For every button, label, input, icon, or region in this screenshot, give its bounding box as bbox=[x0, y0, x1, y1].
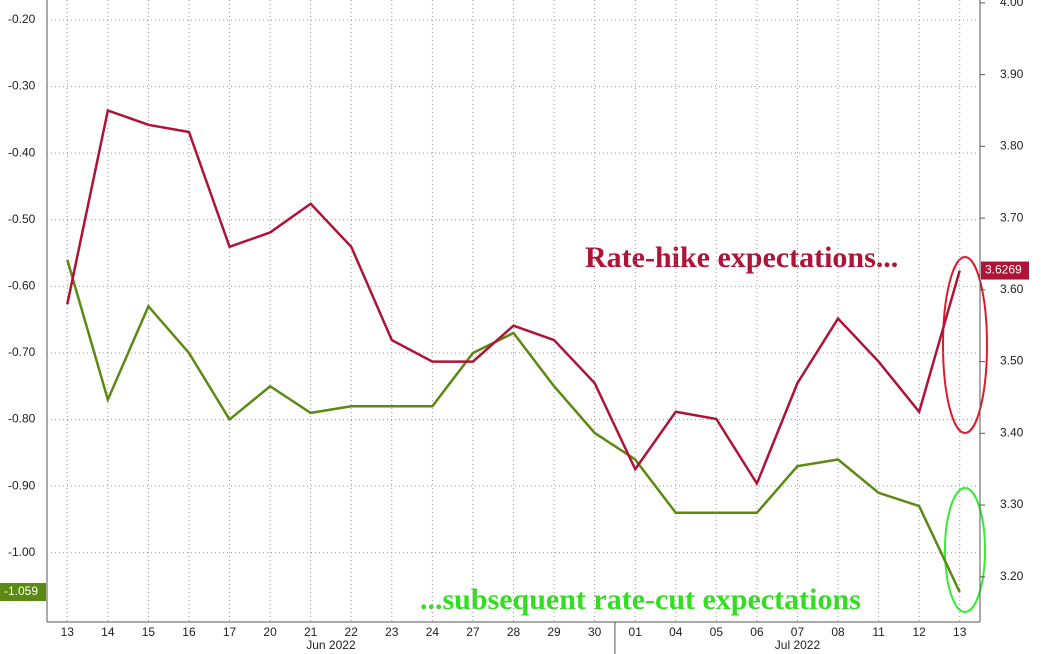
x-tick-label: 29 bbox=[547, 625, 561, 639]
value-label-box bbox=[0, 583, 46, 602]
y2-tick-label: 4.00 bbox=[1000, 0, 1024, 9]
y-tick-label: -0.50 bbox=[8, 212, 36, 226]
x-tick-label: 12 bbox=[912, 625, 926, 639]
y-tick-label: -0.20 bbox=[8, 12, 36, 26]
x-tick-label: 27 bbox=[466, 625, 480, 639]
x-tick-label: 07 bbox=[791, 625, 805, 639]
y-tick-label: -0.80 bbox=[8, 412, 36, 426]
x-tick-label: 16 bbox=[182, 625, 196, 639]
y-tick-label: -0.70 bbox=[8, 345, 36, 359]
month-label: Jul 2022 bbox=[775, 638, 821, 652]
x-tick-label: 05 bbox=[710, 625, 724, 639]
x-tick-label: 14 bbox=[101, 625, 115, 639]
y-tick-label: -0.90 bbox=[8, 478, 36, 492]
value-label: 3.6269 bbox=[985, 263, 1022, 277]
x-tick-label: 06 bbox=[750, 625, 764, 639]
x-tick-label: 20 bbox=[263, 625, 277, 639]
x-tick-label: 13 bbox=[61, 625, 75, 639]
y2-tick-label: 3.50 bbox=[1000, 354, 1024, 368]
y2-tick-label: 3.90 bbox=[1000, 67, 1024, 81]
x-tick-label: 01 bbox=[629, 625, 643, 639]
y2-tick-label: 3.80 bbox=[1000, 139, 1024, 153]
month-label: Jun 2022 bbox=[306, 638, 356, 652]
y2-tick-label: 3.20 bbox=[1000, 569, 1024, 583]
y2-tick-label: 3.30 bbox=[1000, 497, 1024, 511]
x-tick-label: 22 bbox=[345, 625, 359, 639]
x-tick-label: 08 bbox=[831, 625, 845, 639]
x-tick-label: 15 bbox=[142, 625, 156, 639]
x-tick-label: 28 bbox=[507, 625, 521, 639]
y-tick-label: -0.60 bbox=[8, 279, 36, 293]
series-line bbox=[66, 108, 961, 487]
annotation: ...subsequent rate-cut expectations bbox=[420, 583, 861, 616]
x-tick-label: 11 bbox=[872, 625, 885, 639]
value-label-box bbox=[981, 261, 1029, 280]
x-tick-label: 17 bbox=[223, 625, 237, 639]
y2-tick-label: 3.70 bbox=[1000, 210, 1024, 224]
x-tick-label: 30 bbox=[588, 625, 602, 639]
annotation: Rate-hike expectations... bbox=[585, 241, 898, 274]
highlight-ellipse bbox=[944, 487, 986, 613]
highlight-ellipse bbox=[942, 256, 988, 434]
y-tick-label: -0.40 bbox=[8, 145, 36, 159]
x-tick-label: 04 bbox=[669, 625, 683, 639]
x-tick-label: 21 bbox=[304, 625, 318, 639]
value-label: -1.059 bbox=[4, 584, 38, 598]
y-tick-label: -1.00 bbox=[8, 545, 36, 559]
x-tick-label: 23 bbox=[385, 625, 399, 639]
y2-tick-label: 3.40 bbox=[1000, 425, 1024, 439]
y-tick-label: -0.30 bbox=[8, 79, 36, 93]
y2-tick-label: 3.60 bbox=[1000, 282, 1024, 296]
x-tick-label: 24 bbox=[426, 625, 440, 639]
x-tick-label: 13 bbox=[953, 625, 967, 639]
series-line bbox=[66, 259, 961, 593]
